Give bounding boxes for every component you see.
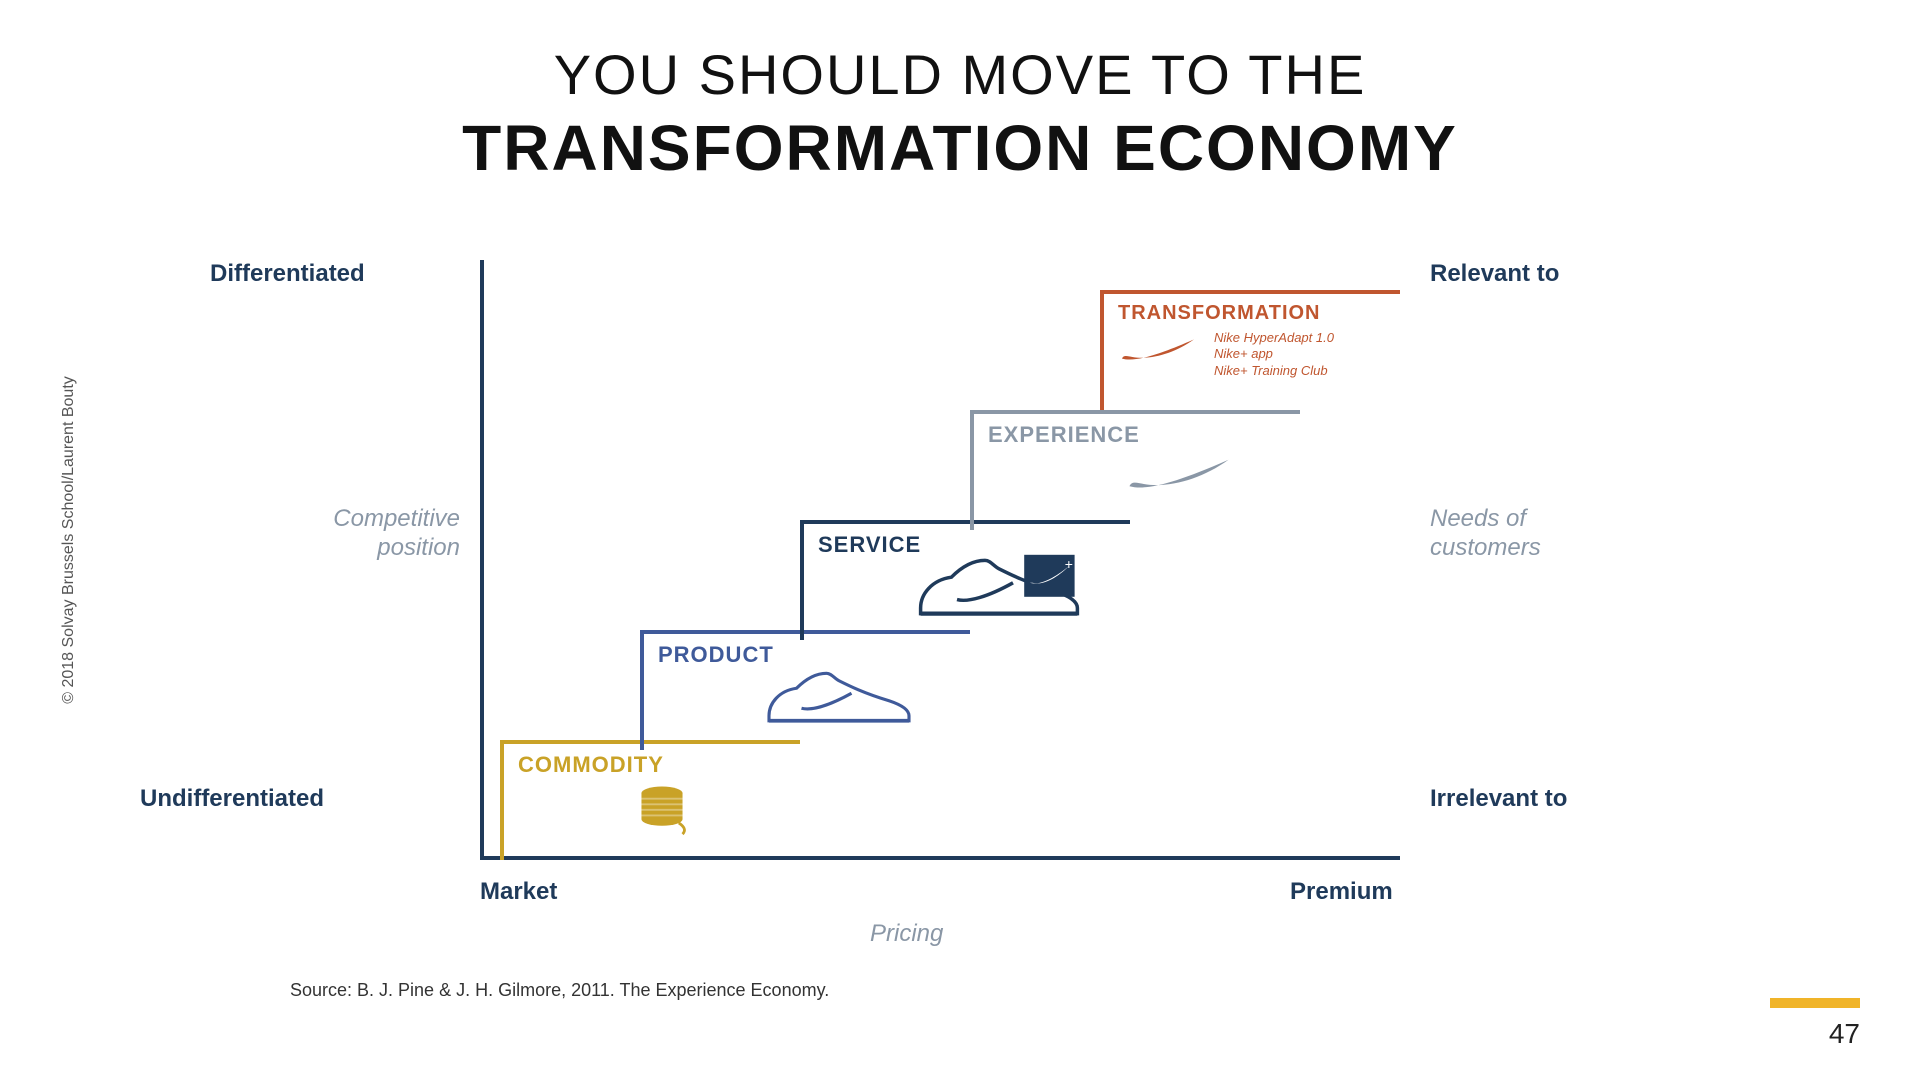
step-service-icon: + [914,552,1084,627]
right-axis-bottom-label: Irrelevant to [1430,785,1567,813]
page-number: 47 [1829,1018,1860,1050]
swoosh-icon [1124,450,1234,496]
spool-icon [634,780,690,836]
economy-staircase-chart: COMMODITY PRODUCT SERVICE + EXPERIENCE T… [480,260,1400,860]
x-axis-left-label: Market [480,878,557,906]
step-experience-label: EXPERIENCE [988,422,1140,448]
step-product-icon [764,662,914,737]
y-axis [480,260,484,860]
step-commodity-icon [634,780,690,841]
title-line-1: YOU SHOULD MOVE TO THE [210,42,1710,107]
step-experience: EXPERIENCE [970,410,1300,530]
slide-title: YOU SHOULD MOVE TO THE TRANSFORMATION EC… [210,42,1710,185]
y-axis-sub: Competitive position [280,505,460,563]
shoe-icon: + [914,552,1084,622]
accent-bar [1770,998,1860,1008]
source-citation: Source: B. J. Pine & J. H. Gilmore, 2011… [290,980,829,1001]
step-product-label: PRODUCT [658,642,774,668]
y-axis-bottom-label: Undifferentiated [140,785,324,813]
swoosh-icon [1118,332,1198,366]
step-transformation-examples: Nike HyperAdapt 1.0Nike+ appNike+ Traini… [1214,330,1334,379]
step-service: SERVICE + [800,520,1130,640]
step-commodity: COMMODITY [500,740,800,860]
step-commodity-label: COMMODITY [518,752,664,778]
right-axis-sub: Needs of customers [1430,505,1630,563]
copyright-text: © 2018 Solvay Brussels School/Laurent Bo… [60,376,78,704]
step-transformation-icon [1118,332,1198,371]
shoe-icon [764,662,914,732]
step-product: PRODUCT [640,630,970,750]
title-line-2: TRANSFORMATION ECONOMY [210,111,1710,185]
svg-text:+: + [1065,556,1073,572]
step-experience-icon [1124,450,1234,501]
x-axis-right-label: Premium [1290,878,1393,906]
y-axis-top-label: Differentiated [210,260,365,288]
step-transformation-label: TRANSFORMATION [1118,302,1321,325]
step-transformation: TRANSFORMATION Nike HyperAdapt 1.0Nike+ … [1100,290,1400,410]
right-axis-top-label: Relevant to [1430,260,1559,288]
x-axis-sub: Pricing [870,920,943,948]
step-service-label: SERVICE [818,532,921,558]
